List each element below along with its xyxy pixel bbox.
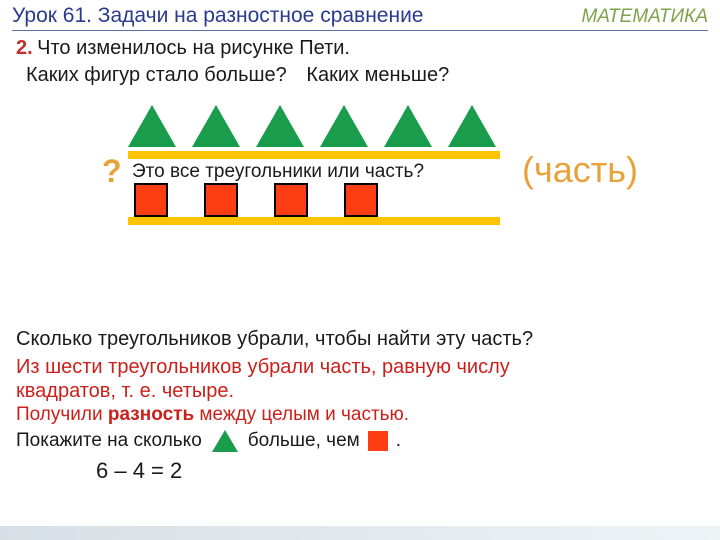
- triangle-row: [128, 105, 496, 147]
- footer-bar: [0, 526, 720, 540]
- bottom-bar: [128, 217, 500, 225]
- task-sub-a: Каких фигур стало больше?: [26, 64, 287, 86]
- task-sub-b: Каких меньше?: [306, 64, 449, 86]
- square-icon: [204, 183, 238, 217]
- square-icon: [344, 183, 378, 217]
- square-icon: [134, 183, 168, 217]
- mini-triangle-icon: [212, 430, 238, 452]
- header-divider: [12, 30, 708, 31]
- mini-square-icon: [368, 431, 388, 451]
- mid-label: Это все треугольники или часть?: [132, 161, 424, 183]
- answer-line-2: квадратов, т. е. четыре.: [16, 380, 704, 403]
- equation: 6 – 4 = 2: [96, 458, 182, 484]
- l4-part-a: Получили: [16, 404, 108, 425]
- figure-area: ? Это все треугольники или часть? (часть…: [0, 105, 720, 305]
- answer-line-3: Получили разность между целым и частью.: [16, 404, 704, 426]
- l4-part-c: между целым и частью.: [194, 404, 409, 425]
- task-prompt: Что изменилось на рисунке Пети.: [37, 37, 350, 59]
- task-number: 2.: [16, 37, 33, 59]
- top-bar: [128, 151, 500, 159]
- show-line: Покажите на сколько больше, чем .: [16, 430, 704, 452]
- triangle-icon: [448, 105, 496, 147]
- subject-label: МАТЕМАТИКА: [581, 6, 708, 28]
- answer-line-1: Из шести треугольников убрали часть, рав…: [16, 356, 704, 379]
- l5-part-a: Покажите на сколько: [16, 430, 202, 452]
- question-mark: ?: [102, 153, 122, 190]
- triangle-icon: [192, 105, 240, 147]
- triangle-icon: [128, 105, 176, 147]
- lesson-title: Урок 61. Задачи на разностное сравнение: [12, 4, 424, 28]
- part-label: (часть): [522, 149, 638, 191]
- square-row: [134, 183, 378, 217]
- l5-part-b: больше, чем: [248, 430, 360, 452]
- triangle-icon: [320, 105, 368, 147]
- l4-part-b: разность: [108, 404, 194, 425]
- triangle-icon: [256, 105, 304, 147]
- square-icon: [274, 183, 308, 217]
- l5-part-c: .: [396, 430, 401, 452]
- question-line-1: Сколько треугольников убрали, чтобы найт…: [16, 328, 704, 351]
- triangle-icon: [384, 105, 432, 147]
